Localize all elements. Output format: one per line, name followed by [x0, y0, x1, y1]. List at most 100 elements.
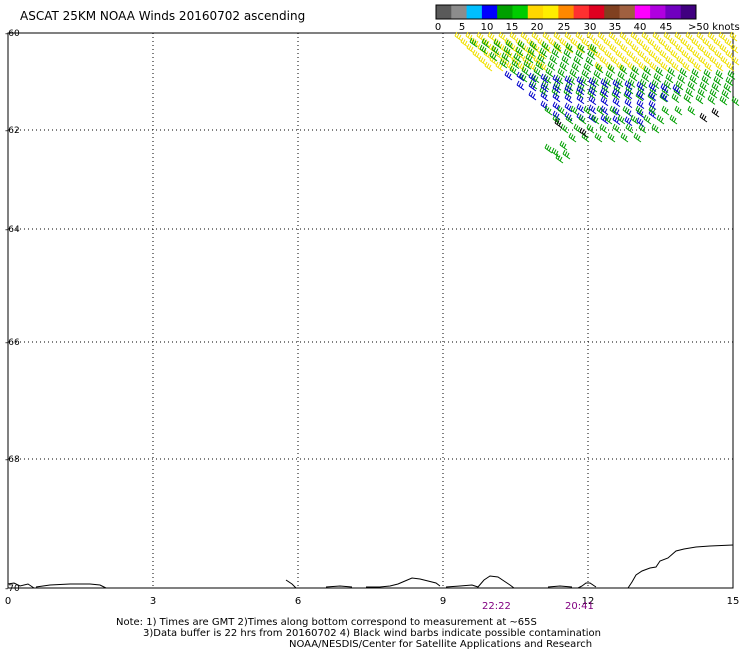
wind-barb: [519, 72, 528, 83]
wind-barb: [454, 31, 463, 42]
wind-barb: [565, 114, 574, 125]
latitude-label: -64: [5, 225, 20, 235]
wind-barb: [609, 105, 618, 116]
latitude-label: -60: [5, 29, 20, 39]
wind-barb: [589, 43, 598, 54]
legend-label: 35: [609, 22, 622, 33]
wind-barb: [565, 81, 574, 92]
wind-barb: [576, 43, 585, 54]
wind-barb: [505, 39, 514, 50]
wind-barb: [655, 66, 664, 77]
wind-barb: [665, 55, 674, 66]
wind-barb: [674, 31, 683, 42]
legend-label: 15: [506, 22, 519, 33]
wind-barb: [686, 43, 695, 54]
wind-barb: [612, 88, 621, 99]
wind-barb: [685, 31, 694, 42]
wind-barb: [555, 153, 564, 164]
map-frame: [7, 32, 734, 589]
wind-barb: [608, 31, 617, 42]
wind-barb: [627, 61, 636, 72]
wind-barb: [702, 37, 711, 48]
longitude-label: 9: [440, 596, 446, 607]
wind-barb: [661, 105, 670, 116]
wind-barb: [547, 61, 556, 71]
wind-barb: [620, 43, 629, 54]
legend-swatch: [604, 5, 621, 19]
wind-barb: [528, 81, 537, 92]
wind-barb: [537, 37, 546, 48]
wind-barb: [669, 37, 678, 48]
wind-barb: [560, 123, 569, 134]
wind-barb: [478, 55, 487, 66]
wind-barb: [613, 83, 622, 94]
wind-barb: [726, 61, 735, 72]
wind-barb: [575, 31, 584, 42]
wind-barb: [607, 64, 616, 74]
wind-barb: [626, 49, 635, 60]
wind-barb: [614, 37, 623, 48]
wind-barb: [489, 51, 498, 62]
wind-barb: [563, 48, 572, 59]
wind-barb: [672, 84, 681, 94]
wind-barb: [573, 123, 582, 134]
wind-barb: [523, 59, 532, 70]
wind-barb: [636, 37, 645, 48]
wind-barb: [719, 95, 728, 106]
wind-barb: [587, 43, 596, 54]
wind-barb: [537, 54, 546, 64]
wind-barb: [680, 37, 689, 48]
legend-swatch: [680, 5, 697, 19]
wind-barb: [600, 96, 609, 107]
wind-barb: [687, 105, 696, 116]
wind-barb: [516, 71, 525, 82]
legend-swatch: [466, 5, 483, 19]
wind-barb: [542, 31, 551, 42]
legend-border: [435, 4, 697, 20]
wind-barb: [718, 31, 727, 42]
wind-barb: [605, 61, 614, 72]
wind-barb: [581, 69, 590, 80]
wind-barb: [607, 132, 616, 143]
wind-barb: [460, 37, 469, 48]
wind-barb: [633, 132, 642, 143]
wind-barb: [501, 52, 510, 63]
wind-barb: [635, 105, 644, 116]
wind-barb: [517, 61, 526, 72]
latitude-label: -66: [5, 338, 20, 348]
wind-barb: [725, 49, 734, 60]
wind-barb: [471, 37, 480, 48]
legend-swatch: [634, 5, 651, 19]
wind-barb: [545, 67, 554, 78]
wind-barb: [570, 105, 579, 116]
wind-barb: [601, 83, 610, 94]
wind-barb: [647, 37, 656, 48]
wind-barb: [624, 89, 633, 100]
wind-barb: [647, 92, 656, 102]
wind-barb: [660, 61, 669, 72]
wind-barb: [641, 31, 650, 42]
wind-barb: [707, 31, 716, 42]
wind-barb: [581, 132, 590, 143]
wind-barb: [719, 43, 728, 54]
wind-barb: [481, 38, 490, 49]
wind-barb: [589, 82, 598, 93]
wind-barb: [625, 37, 634, 48]
wind-barb: [600, 114, 609, 125]
legend-swatch: [650, 5, 666, 19]
wind-barb: [599, 55, 608, 66]
wind-speed-legend: [435, 4, 697, 20]
wind-barb: [564, 111, 573, 122]
wind-barb: [557, 68, 566, 78]
wind-barb: [669, 114, 678, 125]
wind-barb: [554, 118, 563, 129]
wind-barb: [555, 74, 564, 85]
wind-barb: [714, 49, 723, 60]
wind-barb: [531, 73, 540, 84]
wind-barb: [564, 75, 573, 86]
coastline: [7, 544, 734, 589]
map-title: ASCAT 25KM NOAA Winds 20160702 ascending: [20, 9, 306, 23]
wind-barb: [663, 79, 672, 90]
wind-barb: [535, 60, 544, 71]
